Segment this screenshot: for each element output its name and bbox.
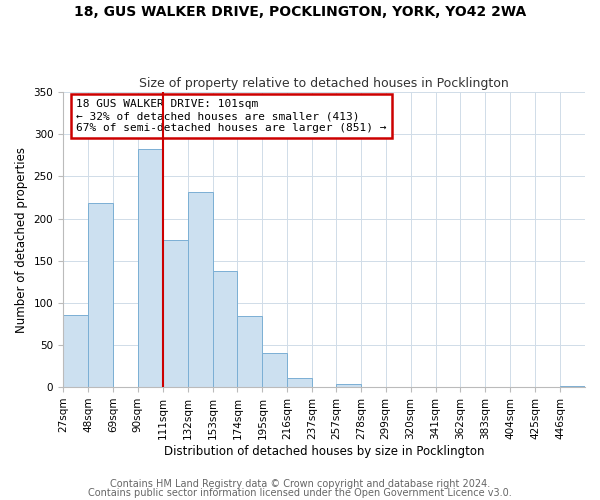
Bar [238, 316, 262, 387]
X-axis label: Distribution of detached houses by size in Pocklington: Distribution of detached houses by size … [164, 444, 484, 458]
Bar [188, 192, 212, 387]
Bar [287, 378, 312, 387]
Bar [336, 384, 361, 387]
Bar [262, 352, 287, 387]
Bar [63, 316, 88, 387]
Bar [138, 150, 163, 387]
Bar [88, 204, 113, 387]
Bar [560, 386, 585, 387]
Text: 18 GUS WALKER DRIVE: 101sqm
← 32% of detached houses are smaller (413)
67% of se: 18 GUS WALKER DRIVE: 101sqm ← 32% of det… [76, 100, 386, 132]
Text: Contains public sector information licensed under the Open Government Licence v3: Contains public sector information licen… [88, 488, 512, 498]
Bar [163, 240, 188, 387]
Text: Contains HM Land Registry data © Crown copyright and database right 2024.: Contains HM Land Registry data © Crown c… [110, 479, 490, 489]
Y-axis label: Number of detached properties: Number of detached properties [15, 146, 28, 332]
Title: Size of property relative to detached houses in Pocklington: Size of property relative to detached ho… [139, 76, 509, 90]
Text: 18, GUS WALKER DRIVE, POCKLINGTON, YORK, YO42 2WA: 18, GUS WALKER DRIVE, POCKLINGTON, YORK,… [74, 5, 526, 19]
Bar [212, 271, 238, 387]
